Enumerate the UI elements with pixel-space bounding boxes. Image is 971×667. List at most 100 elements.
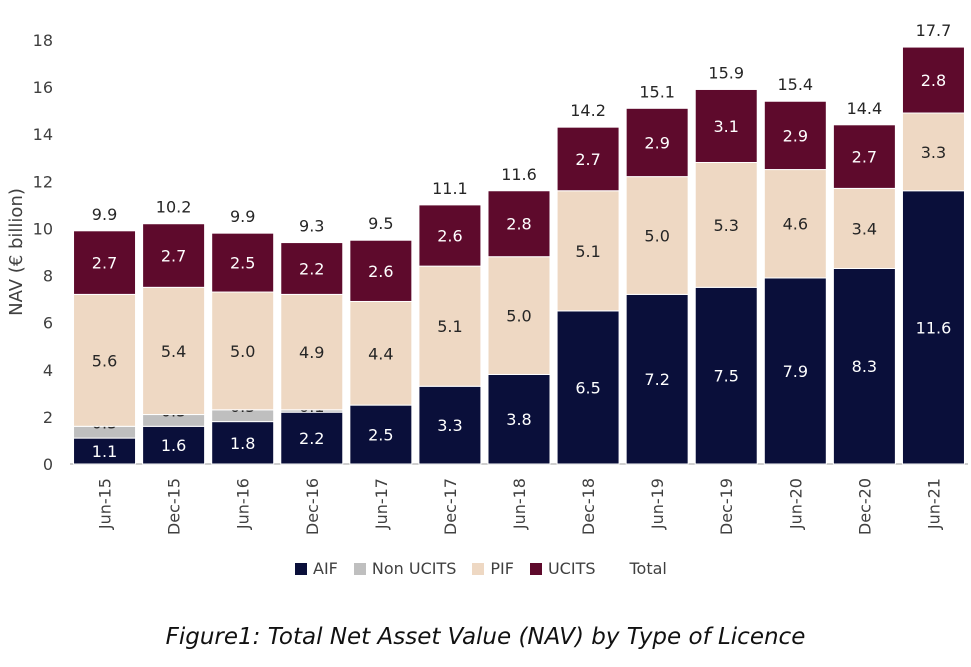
bar-segment-aif: [73, 437, 137, 465]
data-label-aif: 2.5: [368, 426, 393, 445]
x-tick-label: Dec-19: [717, 478, 736, 535]
data-label-pif: 5.1: [575, 242, 600, 261]
data-label-pif: 5.1: [437, 317, 462, 336]
x-tick-label: Dec-17: [441, 478, 460, 535]
bar-segment-ucits: [763, 100, 827, 171]
bar-segment-pif: [694, 161, 758, 288]
bar-segment-aif: [280, 411, 344, 465]
x-tick-label: Jun-21: [924, 478, 943, 530]
legend-item-ucits: UCITS: [529, 559, 596, 578]
bar-segment-ucits: [211, 232, 275, 293]
legend-swatch: [353, 562, 366, 575]
total-label: 9.5: [368, 214, 393, 233]
data-label-pif: 3.4: [852, 219, 877, 238]
y-tick-label: 2: [43, 408, 53, 427]
data-label-ucits: 2.8: [921, 71, 946, 90]
bar-segment-aif: [418, 385, 482, 465]
bar-segment-aif: [211, 421, 275, 465]
x-tick-label: Jun-17: [372, 478, 391, 530]
y-tick-label: 12: [33, 172, 53, 191]
total-label: 14.4: [847, 99, 883, 118]
data-label-aif: 8.3: [852, 357, 877, 376]
data-label-ucits: 2.6: [437, 227, 462, 246]
data-label-aif: 7.2: [644, 370, 669, 389]
bar-segment-ucits: [280, 242, 344, 295]
data-label-ucits: 3.1: [714, 117, 739, 136]
legend-label: UCITS: [547, 559, 596, 578]
y-tick-label: 18: [33, 31, 53, 50]
data-label-ucits: 2.7: [161, 247, 186, 266]
legend-swatch: [529, 562, 542, 575]
data-label-pif: 4.9: [299, 343, 324, 362]
legend-label: Total: [629, 559, 667, 578]
figure-caption: Figure1: Total Net Asset Value (NAV) by …: [165, 624, 806, 650]
data-label-ucits: 2.9: [783, 126, 808, 145]
data-label-pif: 5.4: [161, 342, 186, 361]
bar-segment-aif: [349, 404, 413, 465]
bar-segment-aif: [832, 267, 896, 465]
x-tick-label: Jun-20: [786, 478, 805, 530]
legend-swatch: [295, 562, 307, 575]
y-tick-label: 0: [43, 455, 53, 474]
x-tick-label: Dec-18: [579, 478, 598, 535]
bar-segment-aif: [556, 310, 620, 465]
bar-segment-pif: [832, 187, 896, 269]
x-tick-label: Jun-19: [648, 478, 667, 530]
data-label-aif: 7.5: [714, 367, 739, 386]
legend-label: AIF: [313, 559, 338, 578]
data-label-ucits: 2.7: [575, 150, 600, 169]
y-axis-title: NAV (€ billion): [6, 188, 27, 316]
total-label: 9.9: [230, 207, 255, 226]
legend-item-pif: PIF: [472, 559, 514, 578]
bar-segment-pif: [487, 256, 551, 375]
bar-segment-ucits: [625, 107, 689, 178]
data-label-aif: 1.8: [230, 434, 255, 453]
legend-item-aif: AIF: [295, 559, 338, 578]
data-label-ucits: 2.2: [299, 259, 324, 278]
legend-swatch: [612, 563, 624, 575]
bar-segment-pif: [349, 300, 413, 406]
bar-segment-pif: [625, 176, 689, 295]
data-label-pif: 5.3: [714, 216, 739, 235]
data-label-aif: 1.6: [161, 436, 186, 455]
legend-item-total: Total: [612, 559, 667, 578]
legend-swatch: [472, 562, 485, 575]
y-tick-label: 6: [43, 314, 53, 333]
legend-label: Non UCITS: [371, 559, 457, 578]
data-label-ucits: 2.5: [230, 254, 255, 273]
y-tick-label: 4: [43, 361, 53, 380]
bar-segment-aif: [763, 277, 827, 465]
data-label-pif: 5.0: [230, 342, 255, 361]
bar-segment-ucits: [556, 126, 620, 192]
data-label-pif: 4.4: [368, 344, 393, 363]
total-label: 9.9: [92, 205, 117, 224]
total-label: 9.3: [299, 217, 324, 236]
y-tick-label: 8: [43, 267, 53, 286]
x-tick-label: Dec-15: [165, 478, 184, 535]
x-axis-labels: Jun-15 Dec-15 Jun-16 Dec-16 Jun-17 Dec-17 Jun-…: [96, 478, 944, 535]
y-tick-label: 16: [33, 78, 53, 97]
x-tick-label: Jun-15: [96, 478, 115, 530]
x-tick-label: Dec-20: [855, 478, 874, 535]
data-label-pif: 5.0: [644, 227, 669, 246]
total-label: 17.7: [916, 21, 952, 40]
bar-segment-pif: [763, 169, 827, 279]
data-label-aif: 1.1: [92, 442, 117, 461]
bar-segment-ucits: [142, 223, 206, 288]
y-tick-label: 10: [33, 219, 53, 238]
data-label-aif: 3.8: [506, 410, 531, 429]
bar-segment-pif: [73, 293, 137, 427]
data-label-aif: 3.3: [437, 416, 462, 435]
x-tick-label: Dec-16: [303, 478, 322, 535]
bar-segment-pif: [901, 112, 965, 192]
legend-item-non-ucits: Non UCITS: [353, 559, 457, 578]
bars: 1.10.55.62.79.91.60.55.42.710.21.80.55.0…: [73, 21, 965, 465]
data-label-aif: 2.2: [299, 429, 324, 448]
data-label-aif: 6.5: [575, 378, 600, 397]
legend: AIF Non UCITS PIF UCITS Total: [295, 559, 683, 578]
legend-label: PIF: [490, 559, 514, 578]
y-tick-label: 14: [33, 125, 53, 144]
bar-segment-ucits: [901, 46, 965, 114]
total-label: 14.2: [570, 101, 606, 120]
